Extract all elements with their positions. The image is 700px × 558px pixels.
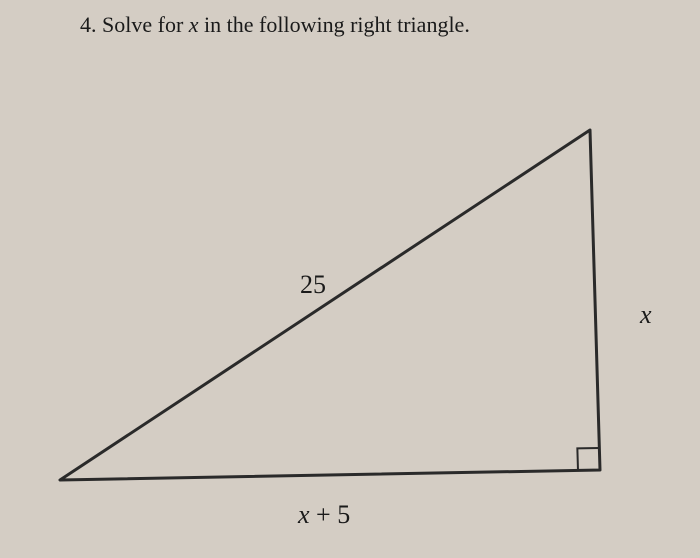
hypotenuse-label: 25: [300, 270, 326, 300]
right-side-label: x: [640, 300, 652, 330]
question-text: 4. Solve for x in the following right tr…: [80, 12, 470, 38]
triangle-diagram: [0, 0, 700, 558]
bottom-side-label: x + 5: [298, 500, 350, 530]
